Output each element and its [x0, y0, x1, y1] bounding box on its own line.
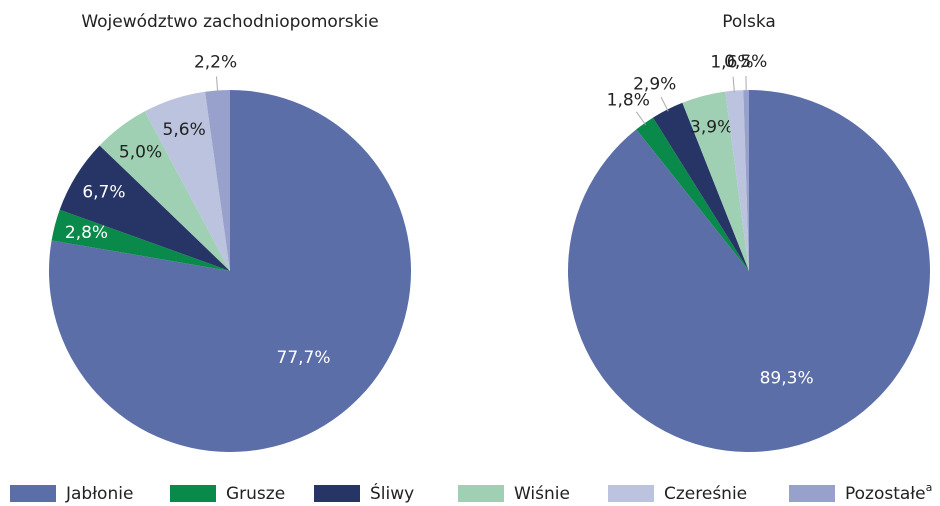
legend-label: Jabłonie — [65, 484, 133, 504]
legend-swatch — [170, 485, 216, 502]
pie-slice — [51, 209, 230, 271]
chart-title: Polska — [722, 12, 776, 32]
leader-line — [660, 96, 669, 112]
pie-slice — [682, 91, 749, 271]
legend-text: Pozostałe — [845, 484, 926, 504]
legend-swatch — [10, 485, 56, 502]
legend-text: Grusze — [226, 484, 285, 504]
legend-text: Jabłonie — [65, 484, 133, 504]
pie-slice — [99, 111, 230, 271]
data-label: 0,5% — [724, 52, 767, 72]
pie-slice — [725, 90, 749, 271]
chart-title: Województwo zachodniopomorskie — [81, 12, 378, 32]
legend-label: Pozostałea — [845, 481, 932, 504]
pie-slice — [743, 90, 749, 271]
legend-label: Grusze — [226, 484, 285, 504]
data-label: 3,9% — [690, 117, 733, 137]
pie-slice — [144, 91, 230, 272]
pie-slice — [59, 145, 231, 271]
pie-slice — [568, 90, 930, 453]
data-label: 77,7% — [277, 348, 331, 368]
data-label: 5,6% — [163, 120, 206, 140]
data-label: 6,7% — [82, 183, 125, 203]
legend-label: Śliwy — [370, 482, 414, 504]
leader-line — [635, 111, 647, 126]
legend-swatch — [608, 485, 654, 502]
data-label: 2,2% — [194, 52, 237, 72]
legend-text: Śliwy — [370, 482, 414, 504]
legend-swatch — [314, 485, 360, 502]
pie-slice — [636, 117, 749, 271]
legend-swatch — [789, 485, 835, 502]
leader-line — [732, 76, 735, 93]
legend-swatch — [458, 485, 504, 502]
data-label: 89,3% — [760, 369, 814, 389]
data-label: 1,6% — [710, 53, 753, 73]
legend-text: Wiśnie — [514, 484, 570, 504]
legend-label: Wiśnie — [514, 484, 570, 504]
pie-slice — [652, 102, 749, 272]
footnote-mark: a — [926, 481, 933, 494]
legend-text: Czereśnie — [664, 484, 747, 504]
data-label: 1,8% — [607, 90, 650, 110]
data-label: 5,0% — [119, 143, 162, 163]
data-label: 2,9% — [633, 74, 676, 94]
pie-slice — [205, 90, 230, 271]
legend-label: Czereśnie — [664, 484, 747, 504]
leader-line — [216, 76, 219, 93]
data-label: 2,8% — [65, 223, 108, 243]
